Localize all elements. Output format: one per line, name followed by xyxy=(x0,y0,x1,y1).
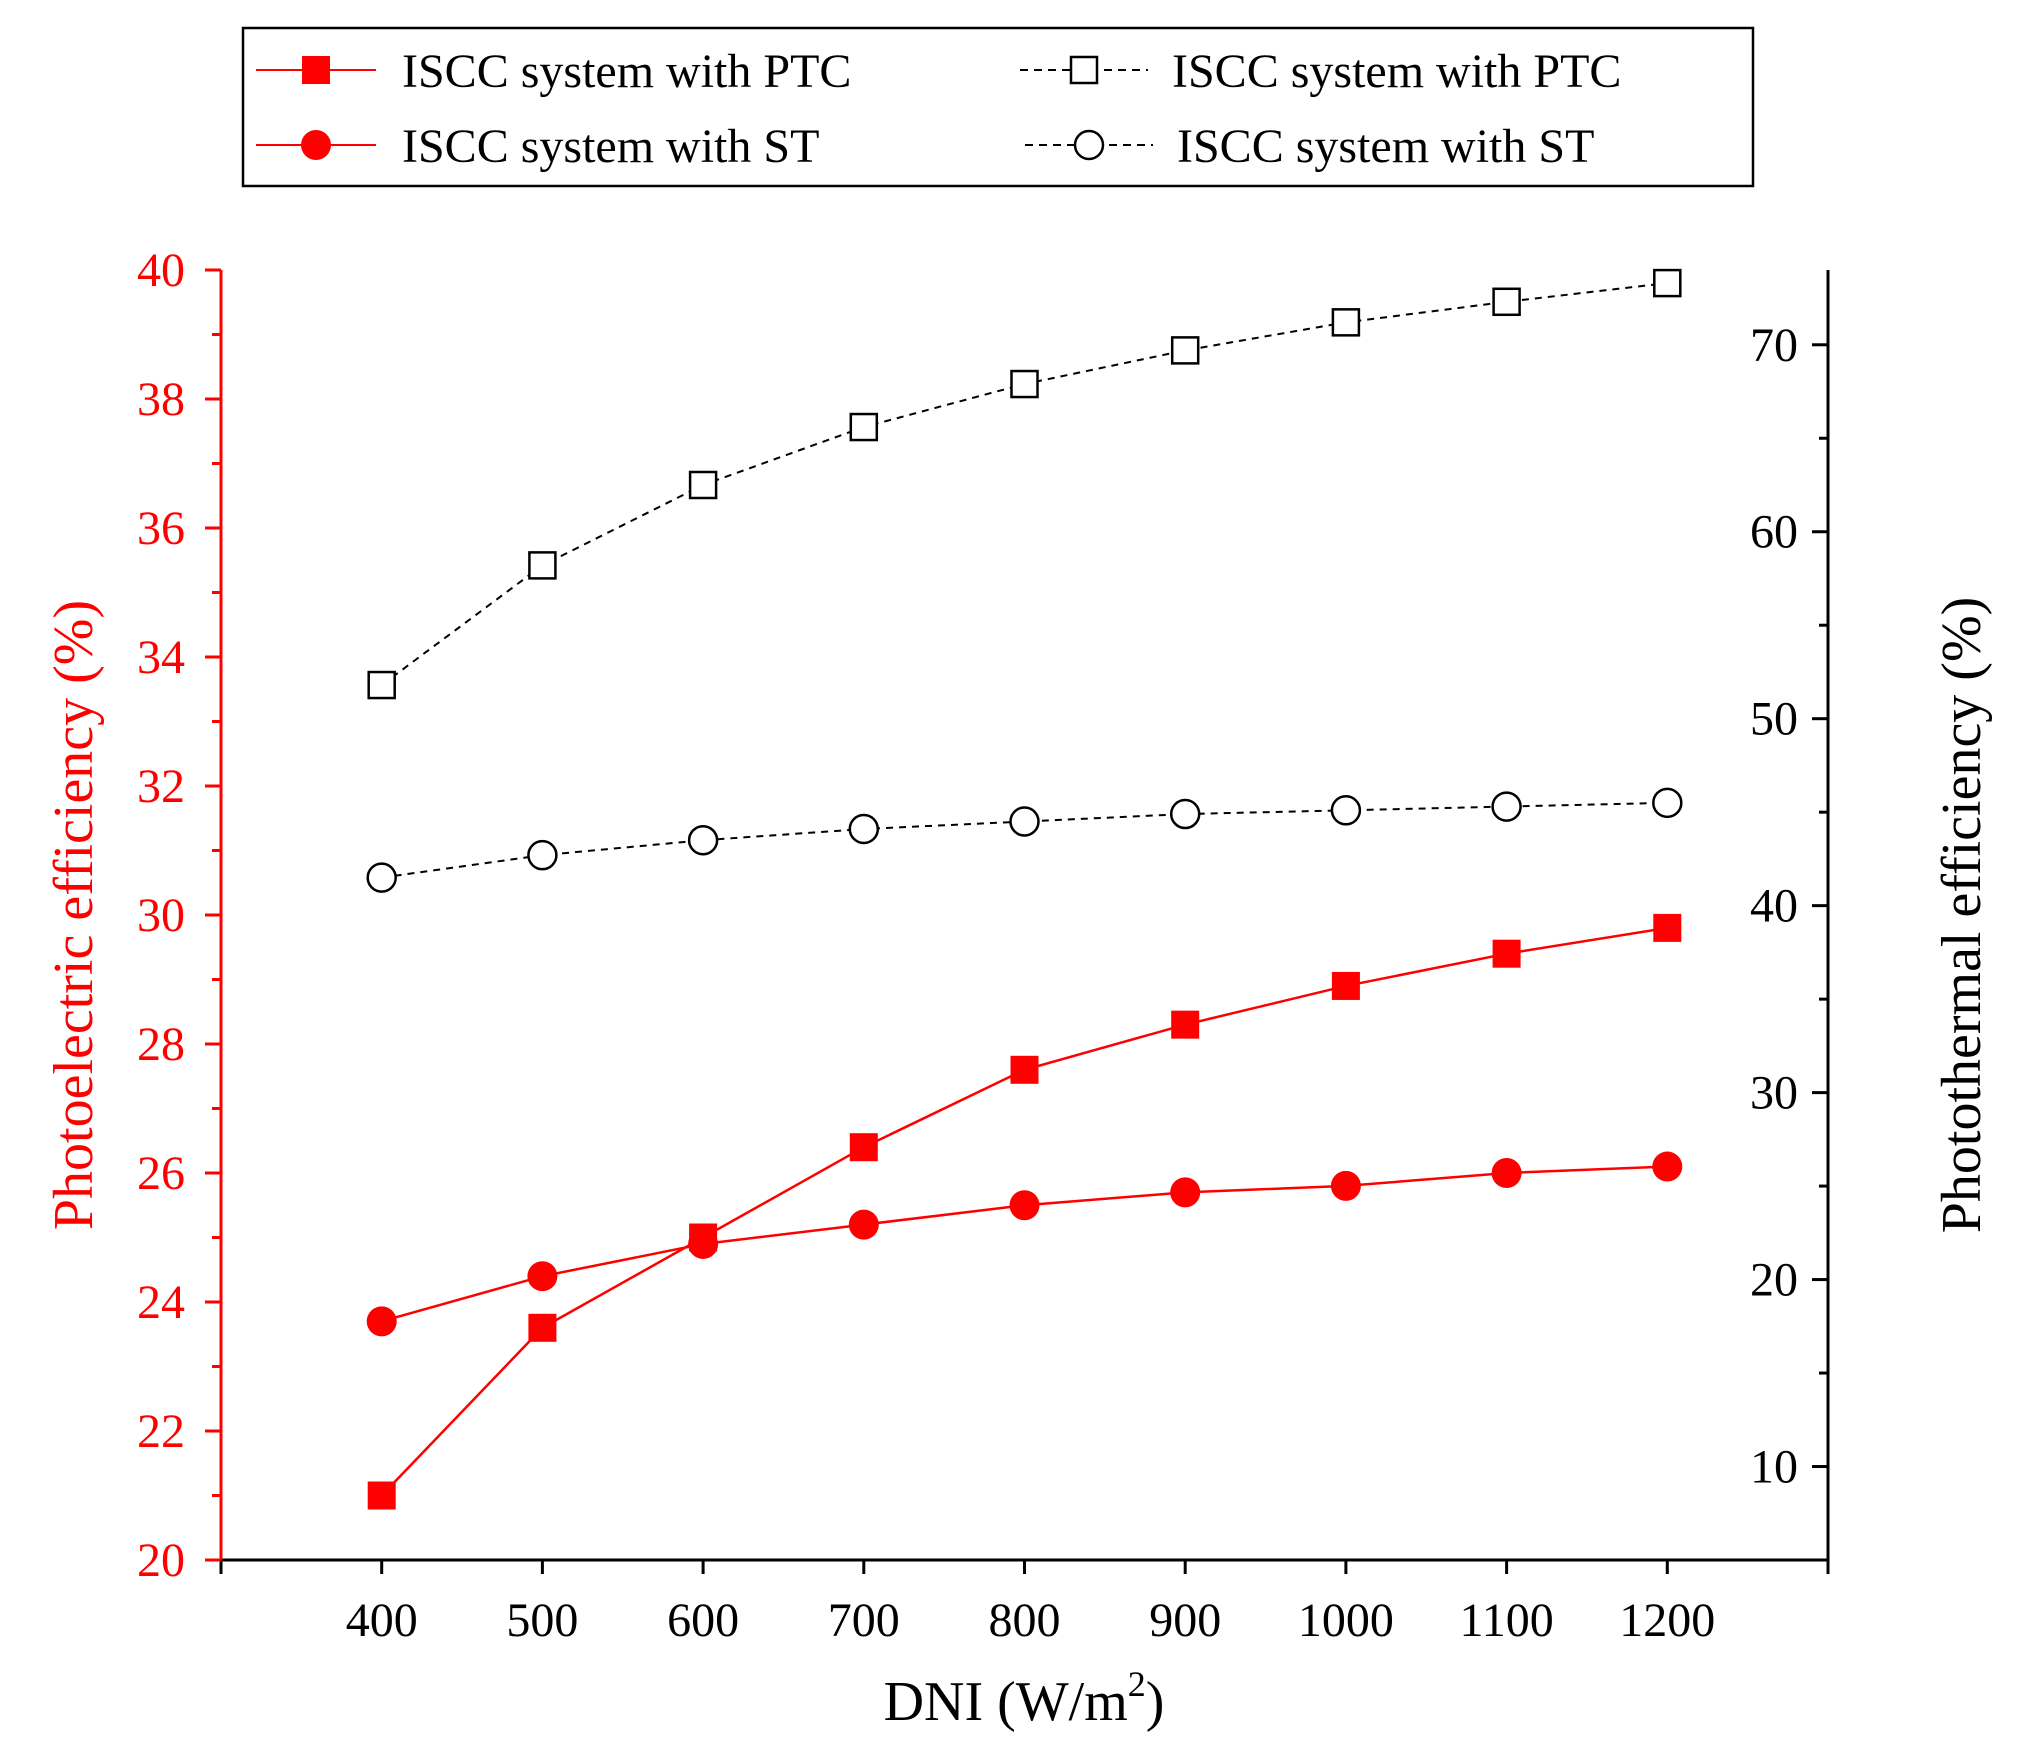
series-3-st-photothermal-point-1100 xyxy=(1491,791,1522,822)
y-left-tick-label-36: 36 xyxy=(137,502,185,555)
y-left-tick-label-20: 20 xyxy=(137,1534,185,1587)
series-3-st-photothermal-point-1200 xyxy=(1652,787,1683,819)
series-2-ptc-photothermal-point-900 xyxy=(1170,336,1200,365)
series-2-ptc-photothermal-point-1200 xyxy=(1653,268,1682,298)
legend-label-ptc-photothermal: ISCC system with PTC xyxy=(1172,45,1621,98)
series-3-st-photothermal-point-700 xyxy=(848,813,880,845)
legend: ISCC system with PTC ISCC system with ST… xyxy=(241,26,1755,188)
y-axis-right-title: Photothermal efficiency (%) xyxy=(1931,597,1993,1234)
series-0-ptc-photoelectric-point-900 xyxy=(1171,1010,1200,1039)
legend-label-st-photoelectric: ISCC system with ST xyxy=(402,120,819,173)
x-axis-title-main: DNI (W/m xyxy=(884,1671,1128,1733)
series-2-ptc-photothermal xyxy=(367,268,1682,700)
legend-entry-ptc-photothermal: ISCC system with PTC xyxy=(1020,45,1621,98)
x-tick-label-600: 600 xyxy=(667,1594,739,1647)
series-1-st-photoelectric-line xyxy=(381,1165,1668,1323)
x-tick-label-1200: 1200 xyxy=(1619,1594,1715,1647)
series-1-st-photoelectric-point-500 xyxy=(527,1261,558,1292)
series-2-ptc-photothermal-point-800 xyxy=(1010,369,1039,399)
x-axis-ticks: 400 500 600 700 800 900 1000 1100 1200 xyxy=(219,1560,1830,1647)
y-left-tick-label-40: 40 xyxy=(137,244,185,297)
series-0-ptc-photoelectric-point-800 xyxy=(1010,1055,1039,1084)
series-0-ptc-photoelectric-point-400 xyxy=(367,1481,396,1510)
legend-marker-st-photoelectric xyxy=(301,130,331,160)
legend-marker-st-photothermal xyxy=(1073,129,1105,161)
series-0-ptc-photoelectric-point-1000 xyxy=(1331,971,1360,1000)
series-2-ptc-photothermal-point-400 xyxy=(367,670,396,700)
series-2-ptc-photothermal-point-1000 xyxy=(1331,308,1361,337)
series-1-st-photoelectric-point-800 xyxy=(1009,1190,1040,1221)
series-3-st-photothermal-point-800 xyxy=(1009,806,1040,837)
series-1-st-photoelectric-point-600 xyxy=(688,1228,719,1259)
series-0-ptc-photoelectric-point-1200 xyxy=(1653,913,1682,942)
x-tick-label-400: 400 xyxy=(346,1594,418,1647)
x-axis-title-sup: 2 xyxy=(1128,1664,1146,1704)
y-left-tick-label-26: 26 xyxy=(137,1147,185,1200)
x-tick-label-1100: 1100 xyxy=(1459,1594,1553,1647)
y-axis-left-title: Photoelectric efficiency (%) xyxy=(43,600,105,1230)
legend-label-st-photothermal: ISCC system with ST xyxy=(1177,120,1594,173)
y-right-tick-label-30: 30 xyxy=(1750,1067,1798,1120)
series-2-ptc-photothermal-point-700 xyxy=(849,412,879,442)
series-1-st-photoelectric-point-700 xyxy=(848,1209,879,1240)
y-right-tick-label-20: 20 xyxy=(1750,1254,1798,1307)
series-1-st-photoelectric-point-900 xyxy=(1170,1177,1201,1208)
series-2-ptc-photothermal-point-600 xyxy=(688,470,718,500)
series-0-ptc-photoelectric-point-1100 xyxy=(1492,939,1521,968)
legend-label-ptc-photoelectric: ISCC system with PTC xyxy=(402,45,851,98)
series-1-st-photoelectric-point-1000 xyxy=(1330,1170,1361,1201)
legend-frame xyxy=(241,26,1755,188)
x-axis-title: DNI (W/m2) xyxy=(884,1664,1165,1733)
y-left-tick-label-30: 30 xyxy=(137,889,185,942)
legend-marker-ptc-photoelectric xyxy=(302,56,330,84)
y-left-tick-label-22: 22 xyxy=(137,1405,185,1458)
series-1-st-photoelectric-point-1100 xyxy=(1491,1158,1522,1188)
series-3-st-photothermal-point-500 xyxy=(527,839,558,871)
x-tick-label-900: 900 xyxy=(1149,1594,1221,1647)
series-3-st-photothermal-point-400 xyxy=(366,862,397,893)
legend-entry-st-photoelectric: ISCC system with ST xyxy=(256,120,819,173)
legend-marker-ptc-photothermal xyxy=(1069,55,1099,85)
y-left-tick-label-34: 34 xyxy=(137,631,185,684)
series-2-ptc-photothermal-line xyxy=(381,282,1668,686)
y-axis-left-ticks: 20 22 24 26 28 30 32 34 36 38 40 xyxy=(137,244,221,1587)
x-tick-label-500: 500 xyxy=(506,1594,578,1647)
y-left-tick-label-32: 32 xyxy=(137,760,185,813)
x-tick-label-700: 700 xyxy=(828,1594,900,1647)
series-3-st-photothermal-point-600 xyxy=(687,824,719,856)
x-tick-label-800: 800 xyxy=(989,1594,1061,1647)
series-1-st-photoelectric-point-1200 xyxy=(1652,1151,1683,1182)
y-right-tick-label-50: 50 xyxy=(1750,693,1798,746)
y-right-tick-label-60: 60 xyxy=(1750,506,1798,559)
series-layer xyxy=(366,268,1683,1510)
y-axis-right-ticks: 10 20 30 40 50 60 70 xyxy=(1750,319,1828,1494)
series-2-ptc-photothermal-point-1100 xyxy=(1492,287,1521,317)
series-3-st-photothermal-point-900 xyxy=(1169,798,1201,830)
y-right-tick-label-40: 40 xyxy=(1750,880,1798,933)
x-axis-title-end: ) xyxy=(1146,1671,1165,1733)
series-3-st-photothermal-point-1000 xyxy=(1330,795,1362,826)
series-2-ptc-photothermal-point-500 xyxy=(528,551,557,580)
series-1-st-photoelectric xyxy=(366,1151,1683,1337)
series-0-ptc-photoelectric-point-500 xyxy=(528,1313,557,1342)
series-3-st-photothermal xyxy=(366,787,1683,893)
x-tick-label-1000: 1000 xyxy=(1298,1594,1394,1647)
series-0-ptc-photoelectric-point-700 xyxy=(849,1133,878,1162)
y-left-tick-label-28: 28 xyxy=(137,1018,185,1071)
y-left-tick-label-38: 38 xyxy=(137,373,185,426)
y-right-tick-label-10: 10 xyxy=(1750,1441,1798,1494)
legend-entry-st-photothermal: ISCC system with ST xyxy=(1025,120,1594,173)
legend-entry-ptc-photoelectric: ISCC system with PTC xyxy=(256,45,851,98)
series-1-st-photoelectric-point-400 xyxy=(366,1306,397,1337)
y-right-tick-label-70: 70 xyxy=(1750,319,1798,372)
y-left-tick-label-24: 24 xyxy=(137,1276,185,1329)
